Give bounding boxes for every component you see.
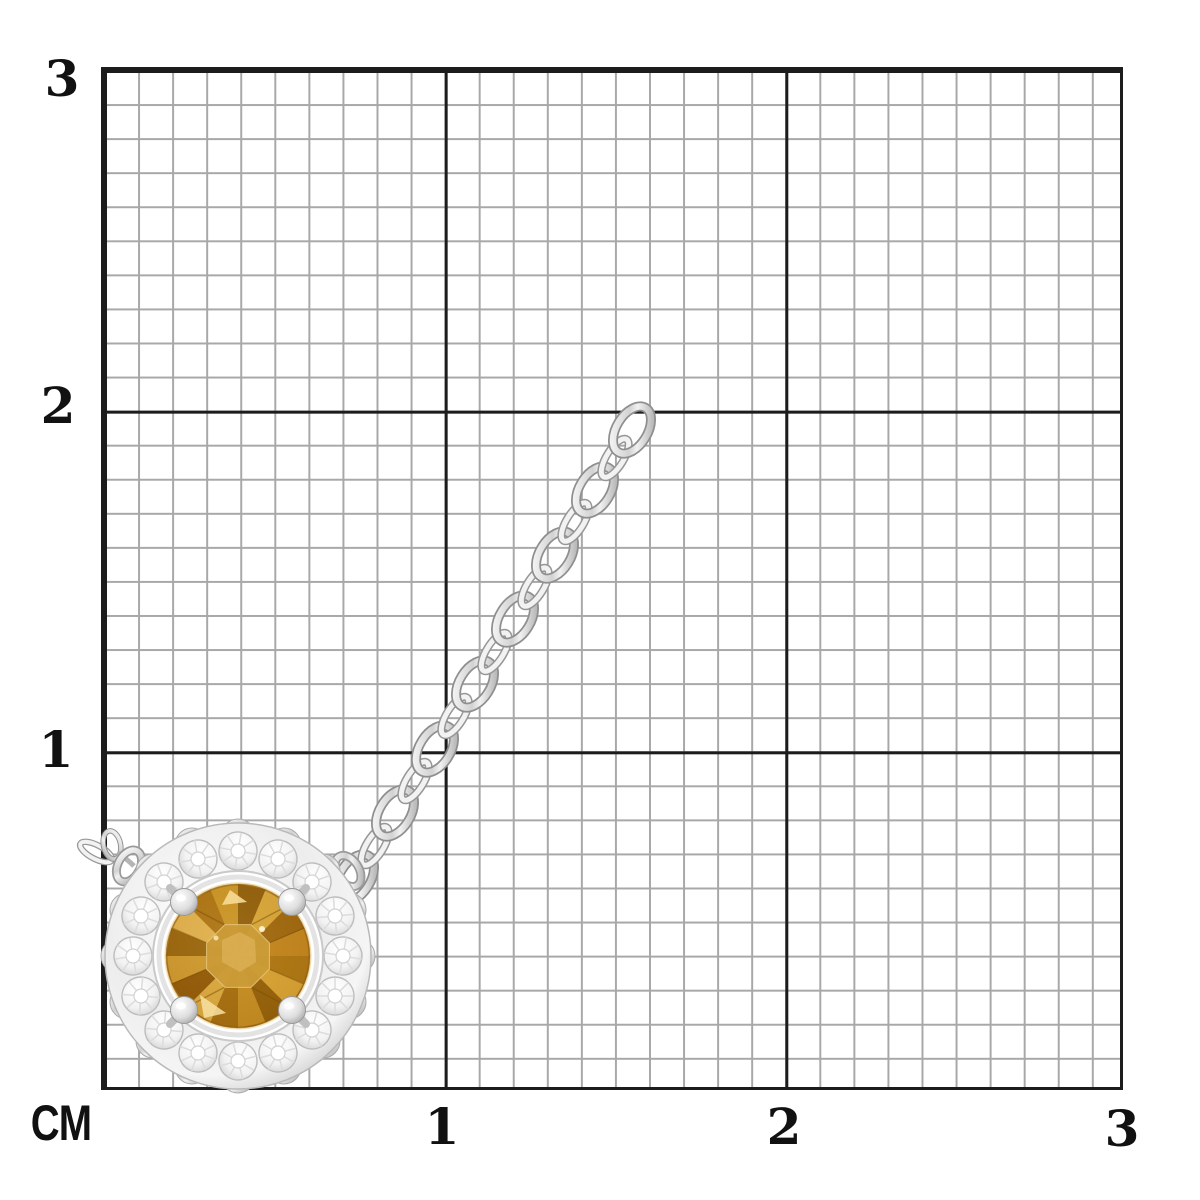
left-axis-label-2: 2 <box>40 376 76 435</box>
cable-chain <box>328 400 659 909</box>
left-axis-label-1: 1 <box>38 720 74 779</box>
prong-balls <box>170 888 306 1024</box>
champagne-center-stone <box>164 882 312 1030</box>
bottom-axis-label-1: 1 <box>424 1097 460 1156</box>
left-axis-label-3: 3 <box>44 49 80 108</box>
bottom-axis-label-3: 3 <box>1104 1099 1140 1158</box>
chain-left-stub <box>77 829 136 866</box>
unit-label-cm: CM <box>30 1095 92 1151</box>
bottom-axis-label-2: 2 <box>766 1097 802 1156</box>
